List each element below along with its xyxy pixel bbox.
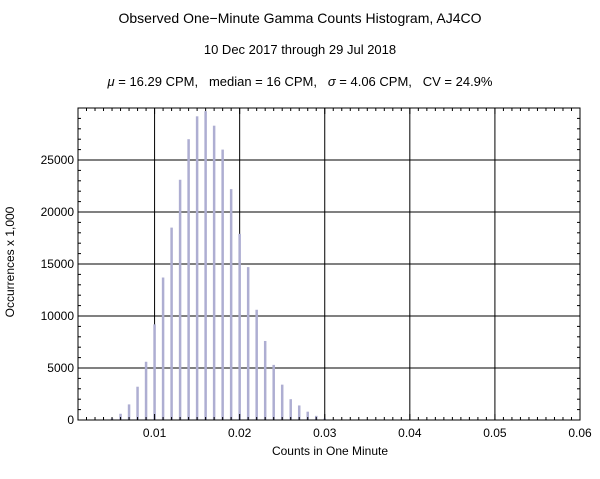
histogram-bar [195,116,199,420]
chart-title: Observed One−Minute Gamma Counts Histogr… [118,10,482,26]
histogram-bar [144,361,148,420]
histogram-bar [306,411,309,420]
mu-symbol: μ [107,74,115,89]
histogram-bar [212,125,216,421]
axis-ticks: 0.01 0.02 0.03 0.04 0.05 0.06 0 5000 10000 15000 2… [41,107,592,440]
histogram-bar [127,404,131,420]
x-axis-label: Counts in One Minute [271,444,389,458]
histogram-bar [272,364,275,420]
histogram-bar [255,309,258,420]
y-tick-label: 5000 [47,361,74,375]
sigma-symbol: σ [327,74,336,89]
histogram-bars [102,111,335,421]
x-tick-label: 0.06 [568,426,592,440]
histogram-bar [238,233,241,420]
histogram-bar [289,399,292,420]
x-tick-label: 0.01 [143,426,167,440]
histogram-bar [263,340,267,420]
histogram-bar [229,189,233,420]
grid-lines [78,108,581,420]
histogram-bar [136,386,139,420]
histogram-bar [161,277,165,420]
chart-subtitle: 10 Dec 2017 through 29 Jul 2018 [203,42,397,57]
x-tick-label: 0.02 [228,426,252,440]
histogram-bar [170,227,173,420]
cv-text: CV = 24.9% [422,74,493,89]
y-tick-label: 10000 [41,309,75,323]
sigma-value: = 4.06 CPM, [335,74,412,89]
y-axis-label: Occurrences x 1,000 [3,206,17,318]
y-tick-label: 25000 [41,153,75,167]
histogram-bar [221,149,224,420]
x-tick-label: 0.04 [398,426,422,440]
x-tick-label: 0.05 [483,426,507,440]
histogram-bar [153,324,156,420]
y-tick-label: 20000 [41,205,75,219]
chart-stats-line: μ = 16.29 CPM, median = 16 CPM, σ = 4.06… [0,74,600,89]
histogram-bar [297,405,301,420]
histogram-bar [280,384,284,420]
mu-value: = 16.29 CPM, [114,74,199,89]
y-tick-label: 0 [67,413,74,427]
histogram-bar [246,267,250,420]
histogram-bar [178,179,182,420]
x-tick-label: 0.03 [313,426,337,440]
median-text: median = 16 CPM, [208,74,317,89]
histogram-bar [204,111,207,421]
histogram-bar [187,139,190,420]
y-tick-label: 15000 [41,257,75,271]
histogram-bar [119,413,122,420]
